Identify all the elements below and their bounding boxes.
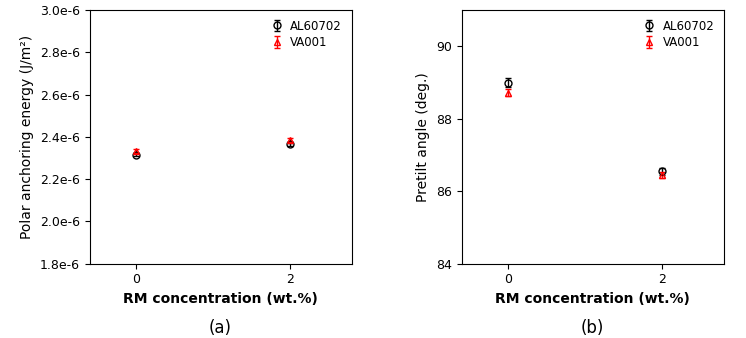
Text: (b): (b) bbox=[581, 319, 604, 337]
X-axis label: RM concentration (wt.%): RM concentration (wt.%) bbox=[123, 292, 318, 306]
Y-axis label: Polar anchoring energy (J/m²): Polar anchoring energy (J/m²) bbox=[20, 35, 34, 239]
X-axis label: RM concentration (wt.%): RM concentration (wt.%) bbox=[495, 292, 690, 306]
Legend: AL60702, VA001: AL60702, VA001 bbox=[639, 16, 718, 53]
Text: (a): (a) bbox=[209, 319, 232, 337]
Y-axis label: Pretilt angle (deg.): Pretilt angle (deg.) bbox=[416, 72, 430, 202]
Legend: AL60702, VA001: AL60702, VA001 bbox=[267, 16, 345, 53]
